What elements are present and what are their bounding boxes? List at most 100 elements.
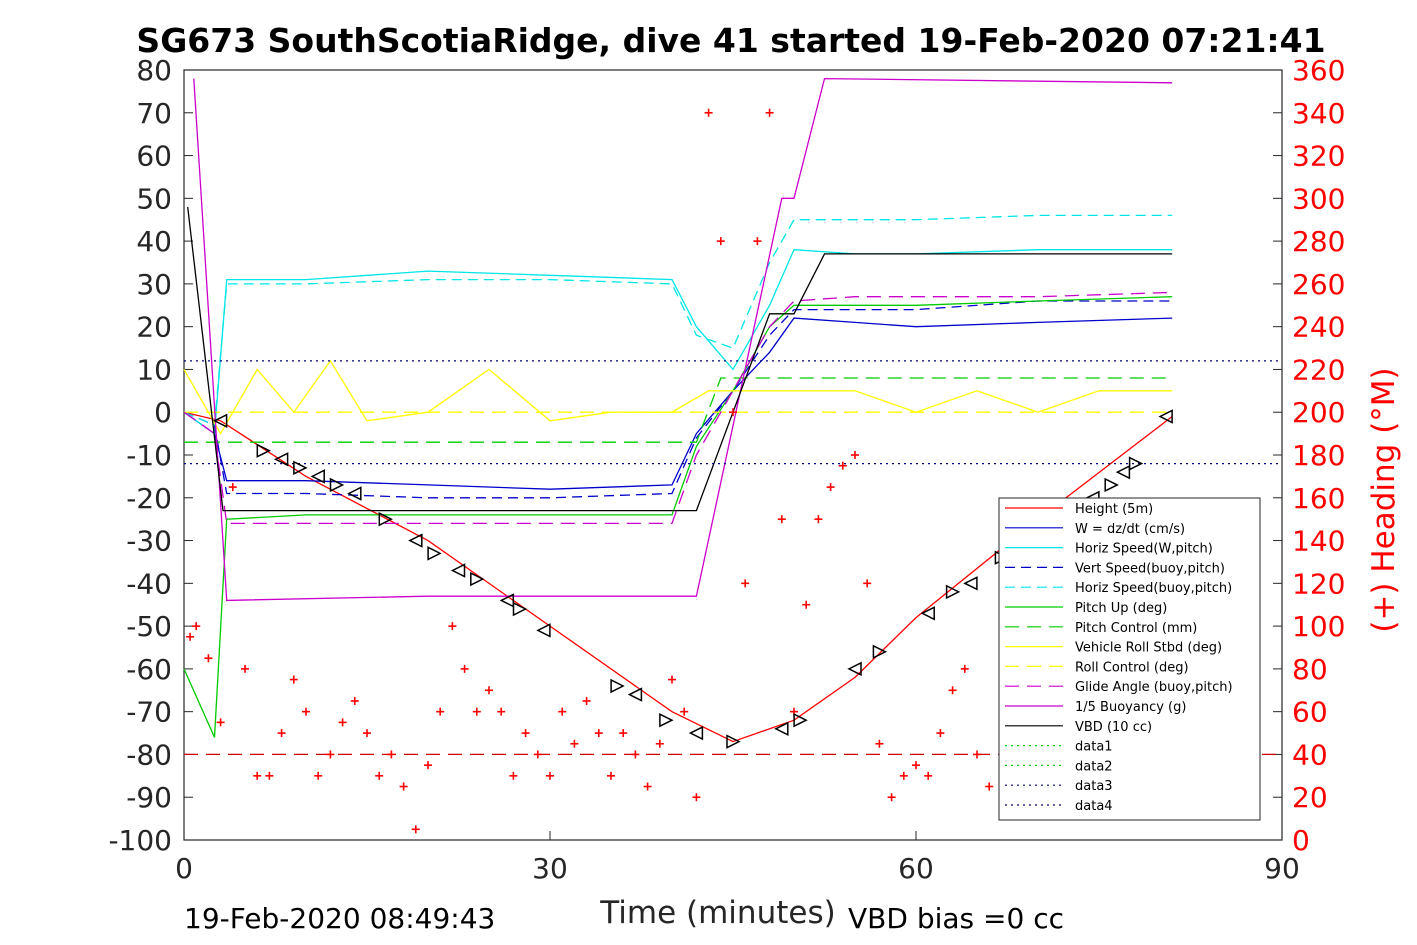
heading-marker xyxy=(765,108,774,117)
dive-triangle-marker xyxy=(872,644,888,659)
y-tick-label: 70 xyxy=(136,97,172,130)
legend-box xyxy=(998,497,1261,821)
heading-marker xyxy=(216,718,225,727)
y-tick-label: 0 xyxy=(154,396,172,429)
series-layer xyxy=(183,77,1282,756)
dive-triangle-marker xyxy=(408,533,423,548)
heading-marker xyxy=(912,761,920,770)
dive-triangle-marker xyxy=(499,593,515,608)
y2-tick-label: 280 xyxy=(1292,225,1345,258)
dive-triangle-marker xyxy=(1128,456,1144,471)
dive-triangle-marker xyxy=(378,511,393,527)
y2-tick-label: 80 xyxy=(1292,653,1328,686)
footer-vbd-bias: VBD bias =0 cc xyxy=(848,902,1064,935)
y-tick-label: -60 xyxy=(126,653,172,686)
heading-marker xyxy=(826,483,835,492)
y-tick-label: -20 xyxy=(126,482,172,515)
dive-triangle-marker xyxy=(774,721,789,736)
y2-tick-label: 320 xyxy=(1292,140,1345,173)
heading-marker xyxy=(680,707,689,716)
heading-marker xyxy=(814,515,823,524)
x-tick-label: 90 xyxy=(1264,852,1300,885)
dive-triangle-marker xyxy=(1115,464,1131,480)
y2-tick-label: 60 xyxy=(1292,696,1328,729)
y-tick-label: 80 xyxy=(136,54,172,87)
y-tick-label: 40 xyxy=(136,225,172,258)
heading-marker xyxy=(631,750,640,759)
heading-marker xyxy=(924,771,933,780)
heading-marker xyxy=(387,750,396,759)
dive-triangle-marker xyxy=(212,413,228,428)
series-vehicle-roll-stbd-deg-line xyxy=(183,359,1173,435)
heading-marker xyxy=(741,579,750,588)
x-tick-label: 0 xyxy=(175,852,193,885)
heading-marker xyxy=(936,729,945,738)
dive-triangle-marker xyxy=(659,713,674,728)
heading-marker xyxy=(241,664,249,673)
dive-triangle-marker xyxy=(450,563,466,578)
series-pitch-up-deg-line xyxy=(183,296,1173,738)
heading-marker xyxy=(314,771,323,780)
heading-marker xyxy=(472,707,481,716)
dive-triangle-marker xyxy=(273,452,289,467)
legend-label: data2 xyxy=(1075,759,1113,774)
legend-label: VBD (10 cc) xyxy=(1075,720,1152,735)
legend-label: Horiz Speed(W,pitch) xyxy=(1075,542,1213,557)
legend-label: 1/5 Buoyancy (g) xyxy=(1075,700,1186,715)
heading-marker xyxy=(753,237,762,246)
y-tick-label: -80 xyxy=(126,738,172,771)
legend-label: Vert Speed(buoy,pitch) xyxy=(1075,561,1225,576)
y-tick-label: -90 xyxy=(126,781,172,814)
y-tick-label: 60 xyxy=(136,140,172,173)
y2-tick-label: 240 xyxy=(1292,311,1345,344)
heading-marker xyxy=(546,771,554,780)
dive-triangle-marker xyxy=(726,734,741,749)
dive-triangle-marker xyxy=(293,460,308,476)
heading-marker xyxy=(851,451,859,459)
y2-tick-label: 360 xyxy=(1292,54,1345,87)
series-vert-speed-buoy-pitch-line xyxy=(183,300,1173,499)
dive-triangle-marker xyxy=(310,469,325,484)
footer-date: 19-Feb-2020 08:49:43 xyxy=(184,902,495,935)
heading-marker xyxy=(838,461,847,470)
x-axis-label: Time (minutes) xyxy=(599,895,835,931)
heading-marker xyxy=(777,515,786,524)
heading-marker xyxy=(985,782,994,791)
y-tick-label: -50 xyxy=(126,610,172,643)
x-axis: 0 30 60 90 xyxy=(175,831,1300,885)
heading-marker xyxy=(802,600,811,609)
heading-marker xyxy=(716,237,725,246)
y-tick-label: -100 xyxy=(108,824,172,857)
dive-triangle-marker xyxy=(329,477,345,493)
legend-label: Horiz Speed(buoy,pitch) xyxy=(1075,581,1232,596)
heading-marker xyxy=(655,739,664,748)
legend-label: data3 xyxy=(1075,779,1113,794)
heading-marker xyxy=(186,632,195,641)
heading-marker xyxy=(253,771,262,780)
y2-tick-label: 340 xyxy=(1292,97,1345,130)
heading-marker xyxy=(607,771,615,780)
heading-marker xyxy=(424,761,432,770)
heading-marker xyxy=(192,622,201,631)
heading-marker xyxy=(204,654,213,663)
heading-marker xyxy=(350,696,359,705)
y2-tick-label: 300 xyxy=(1292,182,1345,215)
heading-marker xyxy=(875,739,884,748)
legend-label: Roll Control (deg) xyxy=(1075,660,1189,675)
series-w-dz-dt-cm-s-line xyxy=(183,317,1173,490)
dive-triangle-marker xyxy=(945,584,961,600)
heading-marker xyxy=(375,771,384,780)
dive-triangle-marker xyxy=(627,687,643,702)
y2-tick-label: 160 xyxy=(1292,482,1345,515)
dive-triangle-marker xyxy=(427,546,442,561)
heading-marker xyxy=(643,782,652,791)
heading-marker xyxy=(960,664,969,673)
legend-label: Vehicle Roll Stbd (deg) xyxy=(1075,641,1222,656)
y2-tick-label: 260 xyxy=(1292,268,1345,301)
legend-label: data4 xyxy=(1075,799,1113,814)
heading-marker xyxy=(399,782,408,791)
heading-marker xyxy=(582,696,591,705)
dive-triangle-marker xyxy=(688,725,704,741)
heading-marker xyxy=(594,729,603,738)
